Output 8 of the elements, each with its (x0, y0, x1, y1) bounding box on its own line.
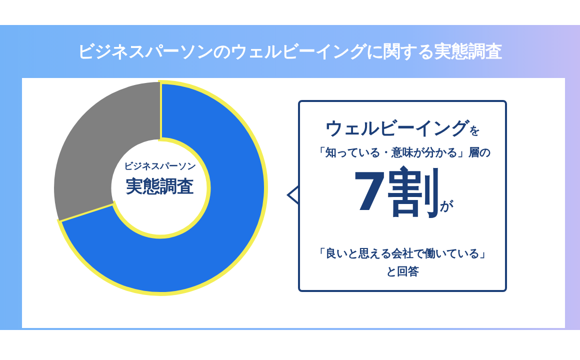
text: と回答 (385, 264, 420, 279)
text: ビジネスパーソン (123, 160, 197, 173)
text: 「知っている・意味が分かる」層の (314, 145, 492, 160)
chart-title: ビジネスパーソンのウェルビーイングに関する実態調査 (76, 41, 504, 63)
text: 実態調査 (125, 176, 195, 198)
text: 「良いと思える会社で働いている」 (314, 246, 492, 261)
text: を (469, 124, 480, 137)
text: が (440, 199, 454, 214)
